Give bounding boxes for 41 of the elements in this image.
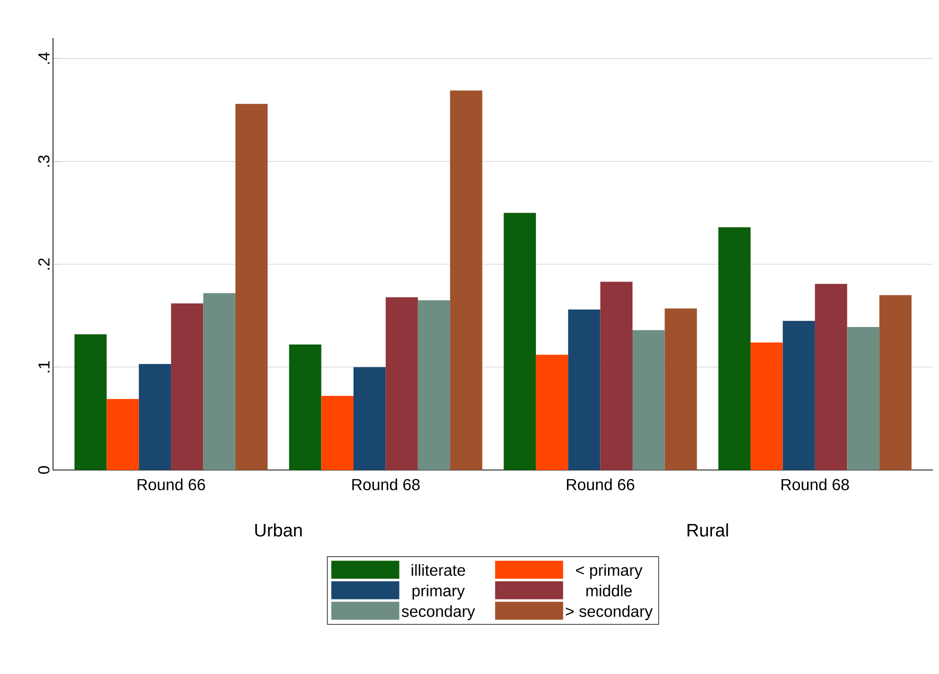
bar	[718, 227, 751, 470]
x-tick-label: Round 66	[566, 478, 634, 490]
legend-label: secondary	[402, 605, 476, 620]
x-tick-label: Round 68	[352, 478, 420, 490]
y-tick-label: .4	[38, 52, 50, 64]
bar	[450, 90, 482, 470]
legend-label: > secondary	[566, 605, 653, 620]
bar	[664, 308, 697, 470]
bar	[203, 293, 236, 470]
y-tick-label: .3	[38, 155, 50, 167]
bar	[536, 354, 568, 470]
x-tick-label: Round 68	[782, 478, 849, 490]
bar	[171, 303, 204, 470]
bar	[235, 104, 268, 470]
bar	[782, 320, 815, 470]
y-tick-label: .2	[38, 258, 50, 270]
bar	[600, 282, 633, 470]
bar	[847, 327, 880, 470]
bar	[879, 295, 912, 470]
legend-label: < primary	[576, 564, 642, 580]
legend-label: middle	[586, 584, 632, 596]
bar	[353, 367, 386, 470]
bar	[750, 342, 783, 470]
legend-label: illiterate	[412, 564, 466, 576]
bar	[138, 364, 172, 470]
legend-label: primary	[412, 584, 465, 600]
bar	[814, 284, 848, 470]
bar	[504, 212, 536, 470]
bar	[74, 334, 107, 470]
text: Urban	[255, 523, 302, 537]
bar	[289, 344, 322, 470]
bar	[632, 330, 665, 470]
x-tick-label: Round 66	[138, 478, 206, 490]
y-tick-label: 0	[38, 466, 50, 474]
bar	[386, 297, 418, 470]
bar	[321, 396, 354, 470]
bar	[418, 300, 450, 470]
y-tick-label: .1	[38, 361, 50, 372]
text: Rural	[688, 523, 728, 537]
bar	[568, 310, 600, 470]
bar	[106, 399, 139, 470]
